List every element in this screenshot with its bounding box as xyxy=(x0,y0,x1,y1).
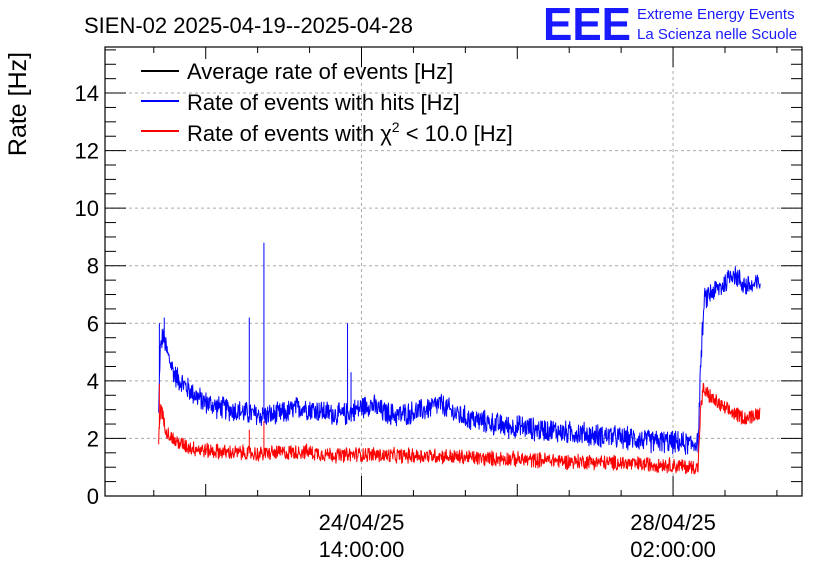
legend: Average rate of events [Hz] Rate of even… xyxy=(141,59,513,146)
legend-chi2-prefix: Rate of events with xyxy=(187,121,380,146)
y-tick-labels: 0 2 4 6 8 10 12 14 xyxy=(75,81,99,509)
x-tick-label-date: 24/04/25 xyxy=(319,510,405,535)
x-tick-label-date: 28/04/25 xyxy=(630,510,716,535)
logo-line-2: La Scienza nelle Scuole xyxy=(637,26,797,43)
axis-ticks xyxy=(105,47,802,497)
legend-chi2-suffix: < 10.0 [Hz] xyxy=(400,121,513,146)
y-tick-label: 2 xyxy=(87,426,99,451)
series-hits-line xyxy=(158,242,761,455)
series-chi2-line xyxy=(158,382,761,475)
x-tick-label-time: 14:00:00 xyxy=(319,537,405,562)
y-tick-label: 0 xyxy=(87,484,99,509)
series-group xyxy=(158,242,761,475)
logo-line-1: Extreme Energy Events xyxy=(637,6,795,23)
y-tick-label: 14 xyxy=(75,81,99,106)
legend-label-average: Average rate of events [Hz] xyxy=(187,59,453,84)
y-tick-label: 12 xyxy=(75,139,99,164)
legend-label-chi2: Rate of events with χ2 < 10.0 [Hz] xyxy=(187,119,513,146)
eee-logo-mark: EEE xyxy=(543,0,631,50)
y-tick-label: 6 xyxy=(87,311,99,336)
y-tick-label: 10 xyxy=(75,196,99,221)
y-tick-label: 8 xyxy=(87,254,99,279)
x-tick-label-time: 02:00:00 xyxy=(630,537,716,562)
legend-chi2-symbol: χ xyxy=(380,121,392,146)
legend-label-hits: Rate of events with hits [Hz] xyxy=(187,90,460,115)
y-axis-label: Rate [Hz] xyxy=(4,52,32,156)
y-tick-label: 4 xyxy=(87,369,99,394)
logo: EEE Extreme Energy Events La Scienza nel… xyxy=(543,0,797,50)
plot-frame xyxy=(104,46,803,497)
legend-chi2-sup: 2 xyxy=(392,119,400,135)
chart-title: SIEN-02 2025-04-19--2025-04-28 xyxy=(84,13,413,38)
grid-lines xyxy=(105,47,802,496)
